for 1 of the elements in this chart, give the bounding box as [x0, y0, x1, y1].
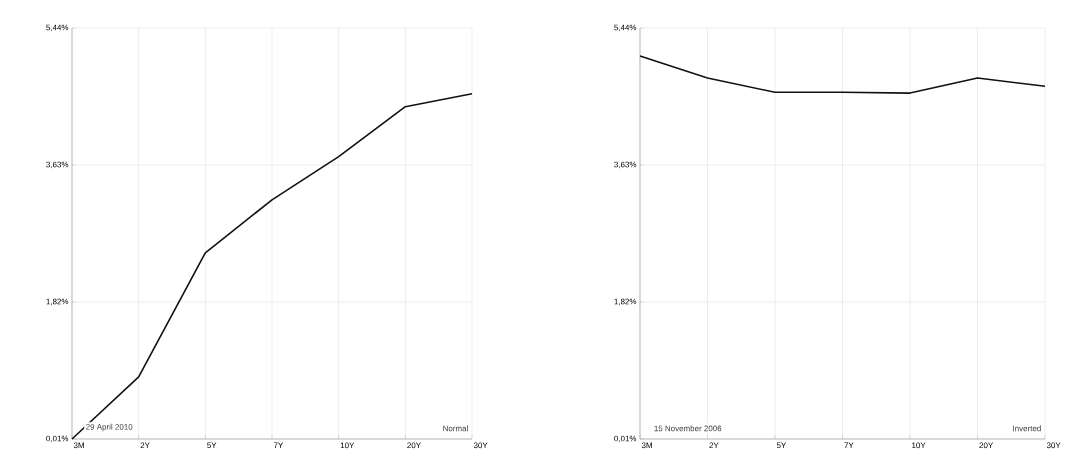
line-series: [639, 55, 1046, 94]
